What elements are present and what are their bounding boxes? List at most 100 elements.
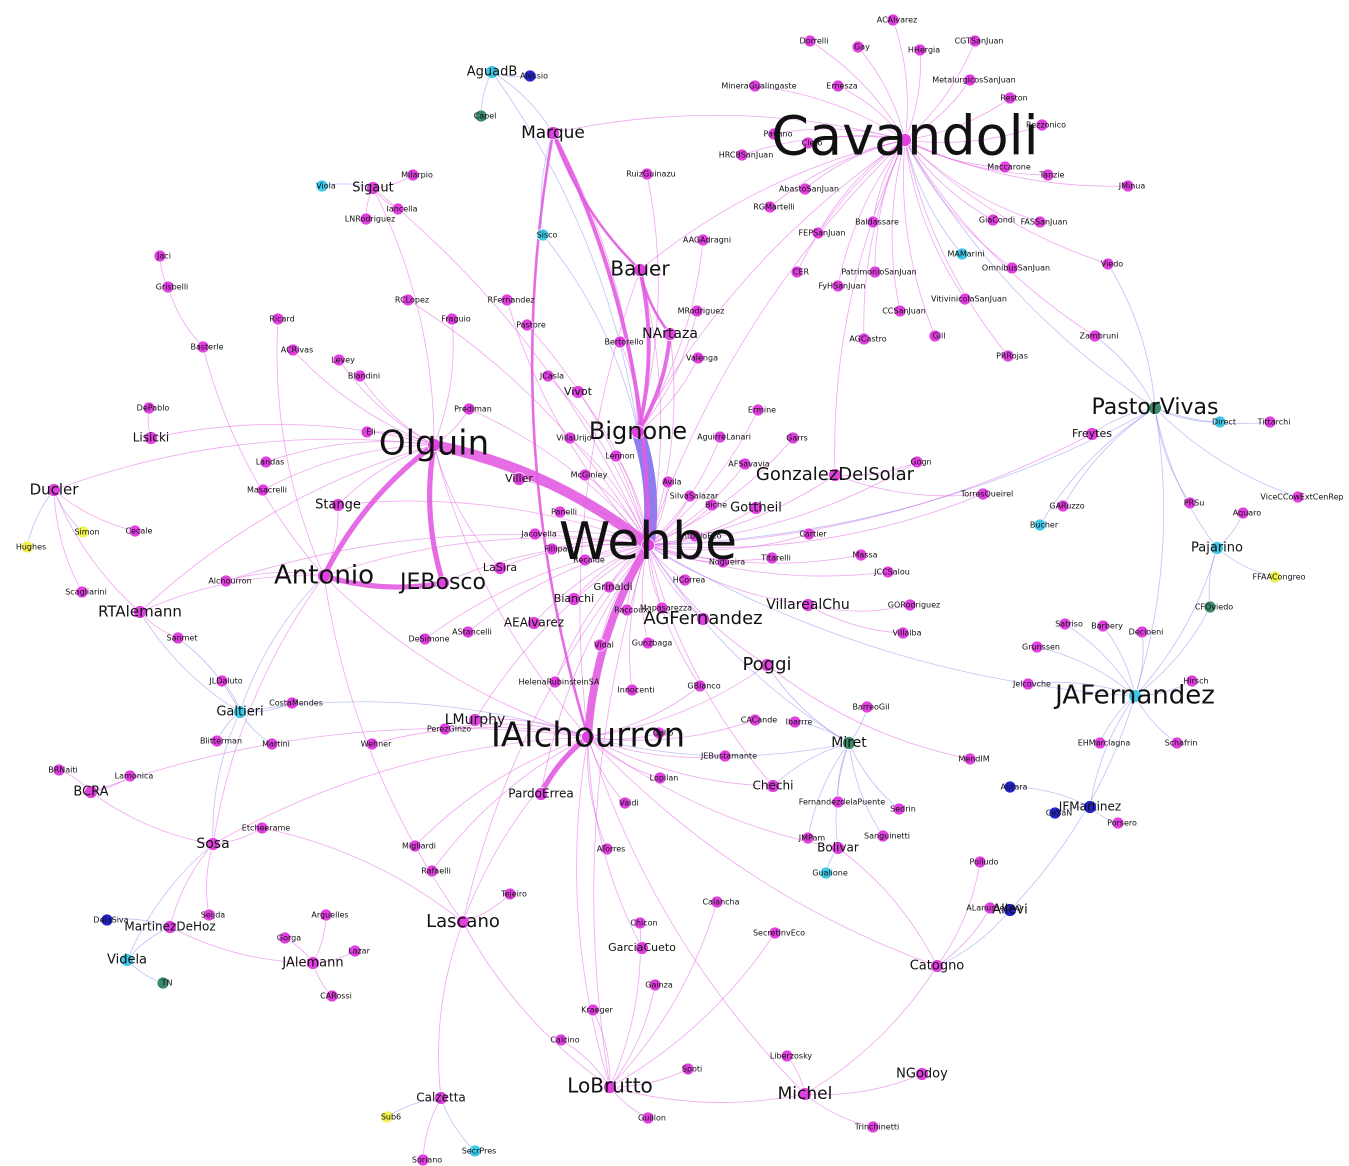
edge xyxy=(552,114,906,141)
edge xyxy=(371,726,589,745)
node-label: DelaSiva xyxy=(93,916,128,925)
node-label: FEPSanJuan xyxy=(799,229,846,238)
node-label: JMPam xyxy=(798,834,826,843)
edge xyxy=(587,664,768,738)
edge xyxy=(936,907,991,967)
node xyxy=(915,1067,929,1081)
node xyxy=(748,713,762,727)
node-label: Rafaelli xyxy=(421,867,451,876)
node-label: Tanzie xyxy=(1039,171,1065,180)
edge xyxy=(599,544,649,646)
node xyxy=(986,213,1000,227)
node xyxy=(527,616,541,630)
node xyxy=(693,679,707,693)
node xyxy=(609,449,623,463)
node-label: Arguelles xyxy=(311,911,348,920)
node xyxy=(528,527,542,541)
node xyxy=(546,126,560,140)
edge xyxy=(551,131,642,272)
node-label: Viola xyxy=(316,182,336,191)
node xyxy=(831,79,845,93)
edge xyxy=(647,544,809,606)
node-label: Soriano xyxy=(412,1156,442,1165)
edge xyxy=(538,734,591,797)
node-label: Schafrin xyxy=(1165,739,1198,748)
edge xyxy=(647,544,724,563)
edge xyxy=(53,489,136,532)
edge xyxy=(276,318,325,577)
node xyxy=(625,683,639,697)
node xyxy=(973,855,987,869)
node-label: Basterle xyxy=(190,343,223,352)
edge xyxy=(53,489,141,613)
edge xyxy=(741,135,906,156)
node xyxy=(348,944,362,958)
node xyxy=(1058,617,1072,631)
node xyxy=(696,612,710,626)
node-label: Michel xyxy=(778,1084,833,1104)
edge xyxy=(499,543,649,569)
edge xyxy=(587,736,726,758)
node xyxy=(485,65,499,79)
edge xyxy=(433,444,589,738)
edge xyxy=(424,544,649,640)
node-label: Marque xyxy=(521,123,585,143)
node xyxy=(545,542,559,556)
node-label: LMurphy xyxy=(445,712,506,728)
node-label: Gogn xyxy=(910,458,931,467)
node-label: Etcheerame xyxy=(242,824,290,833)
node xyxy=(955,247,969,261)
node xyxy=(474,109,488,123)
node-label: JEBustamante xyxy=(700,752,757,761)
node-label: Viedo xyxy=(1101,260,1124,269)
node-label: JFMartinez xyxy=(1058,800,1121,814)
node-label: Bignone xyxy=(589,417,687,445)
node-label: Jacovella xyxy=(520,530,557,539)
node xyxy=(1121,179,1135,193)
node xyxy=(748,79,762,93)
edge xyxy=(593,544,649,1088)
node xyxy=(161,280,175,294)
node-label: Wehner xyxy=(361,740,392,749)
node-label: Bauer xyxy=(610,257,670,281)
node xyxy=(963,73,977,87)
node xyxy=(76,525,90,539)
node-label: Hughes xyxy=(16,543,46,552)
node-label: Baldassare xyxy=(855,218,899,227)
edge xyxy=(177,637,241,713)
edge xyxy=(904,139,1109,265)
node xyxy=(500,293,514,307)
edge xyxy=(807,604,904,634)
node-label: Pastore xyxy=(516,321,546,330)
node xyxy=(713,430,727,444)
node xyxy=(688,529,702,543)
edge xyxy=(641,544,649,644)
node-label: Freytes xyxy=(1072,427,1112,440)
edge xyxy=(584,541,652,741)
node-label: JAFernandez xyxy=(1053,681,1215,711)
node-label: BRNaiti xyxy=(48,766,78,775)
node xyxy=(554,1033,568,1047)
node-label: BCRA xyxy=(73,785,108,800)
node-label: Bucher xyxy=(1030,521,1059,530)
node xyxy=(705,498,719,512)
node xyxy=(133,605,147,619)
edge xyxy=(637,239,704,433)
edge xyxy=(372,187,649,546)
node-label: Villalba xyxy=(892,629,921,638)
node xyxy=(586,1003,600,1017)
node-label: Aurara xyxy=(1001,783,1028,792)
node-label: Sedrin xyxy=(890,805,916,814)
node xyxy=(571,385,585,399)
node xyxy=(831,841,845,855)
node-label: GBlanco xyxy=(687,682,720,691)
node-label: ATorres xyxy=(597,845,626,854)
node-label: MendIM xyxy=(958,755,989,764)
edge xyxy=(637,310,698,433)
node-label: Eli xyxy=(366,428,376,437)
node xyxy=(456,915,470,929)
node xyxy=(1083,800,1097,814)
node xyxy=(120,953,134,967)
node xyxy=(256,483,270,497)
edge xyxy=(837,139,906,287)
